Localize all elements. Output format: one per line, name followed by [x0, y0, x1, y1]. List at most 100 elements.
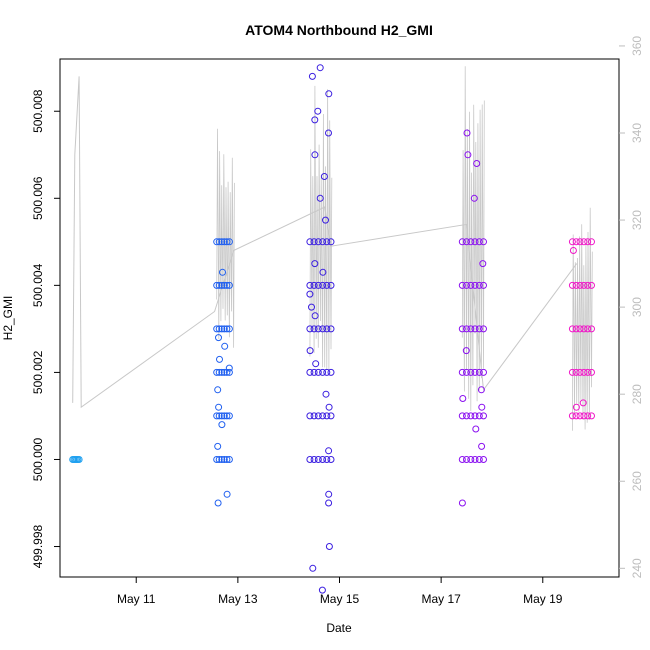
y-axis-label: H2_GMI — [1, 296, 15, 341]
data-point — [225, 325, 233, 333]
data-point — [215, 281, 223, 289]
data-point — [579, 399, 587, 407]
data-point — [308, 303, 315, 311]
data-point — [588, 412, 595, 420]
y2-tick-label: 320 — [630, 210, 644, 230]
y2-tick-label: 300 — [630, 297, 644, 317]
data-point — [458, 368, 466, 376]
data-point — [306, 347, 314, 355]
data-point — [320, 173, 328, 180]
y-tick-label: 500.008 — [31, 89, 45, 133]
data-point — [214, 442, 222, 450]
data-point — [568, 412, 576, 420]
data-point — [220, 325, 228, 333]
series-line-band-1 — [309, 85, 333, 371]
data-point — [568, 238, 576, 246]
data-point — [310, 456, 318, 463]
data-point — [580, 412, 588, 420]
data-point — [314, 107, 322, 115]
data-point — [462, 347, 470, 355]
data-point — [323, 456, 331, 463]
data-point — [306, 412, 314, 420]
data-point — [478, 442, 486, 450]
data-point — [572, 325, 580, 333]
data-point — [580, 368, 588, 376]
data-point — [308, 72, 316, 80]
data-point — [223, 325, 231, 333]
data-point — [215, 412, 223, 420]
data-point — [225, 412, 233, 420]
data-point — [458, 325, 466, 333]
chart-title: ATOM4 Northbound H2_GMI — [245, 22, 433, 38]
data-point — [327, 281, 335, 289]
data-point — [327, 325, 335, 333]
data-point — [467, 325, 475, 333]
data-point — [458, 281, 466, 289]
data-point — [480, 412, 487, 420]
data-point — [223, 238, 231, 246]
data-point — [310, 412, 318, 420]
data-point — [588, 281, 595, 289]
data-point — [314, 456, 322, 463]
data-point — [458, 238, 466, 246]
data-point — [314, 368, 322, 376]
data-point — [327, 368, 335, 376]
data-point — [319, 412, 327, 420]
plot-frame — [59, 58, 620, 578]
data-point — [75, 456, 83, 463]
data-point — [580, 281, 588, 289]
series-line-band-0 — [216, 128, 235, 348]
data-point — [588, 368, 595, 376]
data-point — [572, 281, 580, 289]
data-point — [220, 456, 228, 463]
y2-tick-label: 340 — [630, 123, 644, 143]
data-point — [213, 238, 221, 246]
data-point — [213, 412, 221, 420]
x-axis-label: Date — [326, 621, 352, 635]
data-point — [572, 403, 580, 411]
data-point — [319, 281, 327, 289]
data-point — [572, 238, 580, 246]
data-point — [580, 238, 588, 246]
y2-tick-label: 260 — [630, 471, 644, 491]
data-point — [588, 325, 595, 333]
data-point — [584, 281, 592, 289]
data-point — [458, 456, 466, 463]
data-point — [471, 368, 479, 376]
data-point — [218, 281, 226, 289]
data-point — [215, 456, 223, 463]
data-point — [213, 456, 221, 463]
data-point — [213, 281, 221, 289]
data-point — [463, 325, 470, 333]
data-point — [572, 368, 580, 376]
data-point — [475, 325, 483, 333]
data-point — [309, 564, 317, 572]
y-tick-label: 500.000 — [31, 437, 45, 481]
data-point — [311, 116, 319, 124]
data-point — [310, 368, 318, 376]
data-point — [467, 412, 475, 420]
data-point — [319, 268, 327, 276]
data-point — [314, 238, 322, 246]
data-point — [319, 238, 327, 246]
y-tick-label: 500.006 — [31, 176, 45, 220]
y2-tick-label: 360 — [630, 36, 644, 56]
data-point — [306, 281, 314, 289]
data-point — [471, 325, 479, 333]
data-point — [225, 364, 233, 372]
data-point — [311, 151, 319, 159]
data-point — [310, 238, 318, 246]
data-point — [225, 281, 233, 289]
data-point — [319, 368, 327, 376]
data-point — [319, 456, 327, 463]
data-point — [220, 281, 228, 289]
data-point — [316, 194, 324, 202]
data-point — [473, 160, 481, 167]
data-point — [314, 325, 322, 333]
data-point — [576, 281, 584, 289]
y2-tick-label: 280 — [630, 384, 644, 404]
data-point — [576, 368, 584, 376]
data-point — [322, 216, 329, 224]
data-point — [467, 368, 475, 376]
data-point — [568, 281, 576, 289]
